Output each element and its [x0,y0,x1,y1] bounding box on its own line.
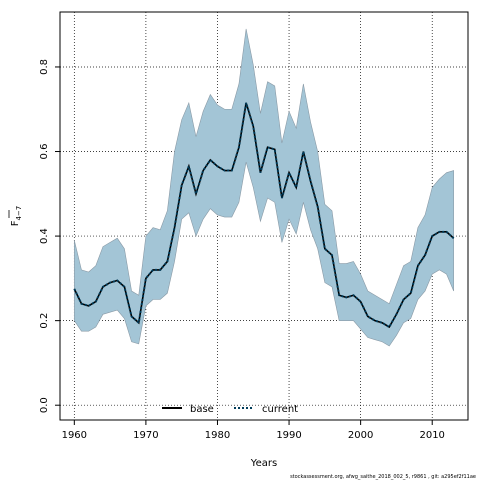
footer-note: stockassessment.org, afwg_saithe_2018_00… [290,474,476,480]
y-tick-label: 0.2 [39,313,50,329]
y-axis: 0.0 0.2 0.4 0.6 0.8 [39,59,60,413]
y-axis-title-sub: 4−7 [15,206,23,221]
x-tick-label: 1960 [62,430,87,441]
plot-frame [59,11,469,421]
x-tick-label: 1970 [133,430,158,441]
y-axis-title: F4−7 [8,206,23,227]
y-tick-label: 0.0 [39,397,50,413]
x-axis: 1960 1970 1980 1990 2000 2010 [62,420,445,441]
legend-label-base: base [190,404,214,415]
grid-lines [60,12,468,420]
x-tick-label: 2000 [348,430,373,441]
y-tick-label: 0.6 [39,144,50,160]
y-tick-label: 0.8 [39,59,50,75]
legend: base current [162,404,298,415]
series-line-current [73,102,455,329]
y-tick-label: 0.4 [39,228,50,244]
x-tick-label: 2010 [419,430,444,441]
x-axis-title: Years [250,458,277,469]
confidence-band [74,28,454,347]
y-axis-title-main: F [10,220,21,226]
legend-label-current: current [262,404,298,415]
x-tick-label: 1990 [276,430,301,441]
x-tick-label: 1980 [205,430,230,441]
svg-text:F4−7: F4−7 [10,206,23,227]
